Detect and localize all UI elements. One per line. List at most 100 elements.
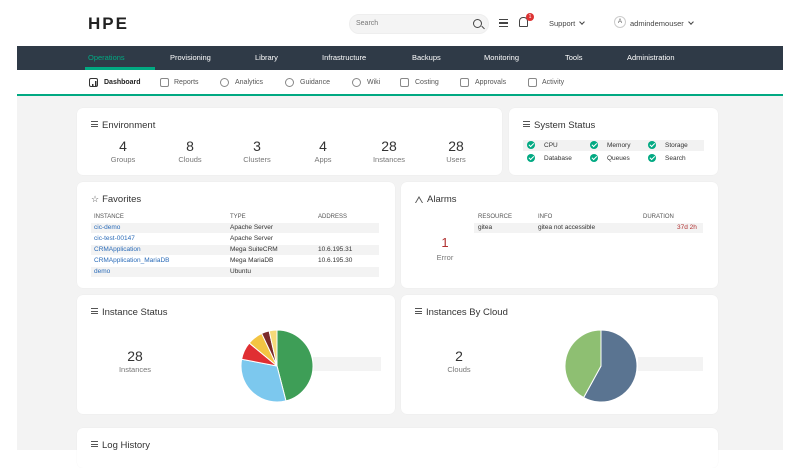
main-nav: Operations Provisioning Library Infrastr… — [17, 46, 783, 70]
bell-icon[interactable] — [519, 17, 528, 27]
subnav-approvals[interactable]: Approvals — [475, 79, 507, 86]
alarm-count[interactable]: 1 — [441, 235, 449, 250]
status-database: Database — [544, 155, 572, 162]
nav-monitoring[interactable]: Monitoring — [484, 53, 520, 62]
nav-tools[interactable]: Tools — [565, 53, 583, 62]
subnav-wiki[interactable]: Wiki — [367, 79, 381, 86]
stat-value: 28 — [448, 138, 464, 154]
instance-status-title: Instance Status — [91, 307, 167, 318]
table-row[interactable]: CRMApplication Mega SuiteCRM 10.6.195.31 — [91, 245, 379, 255]
alarm-count-label: Error — [436, 253, 454, 262]
alarms-card: Alarms 1 Error RESOURCE INFO DURATION gi… — [401, 182, 718, 288]
star-icon: ☆ — [91, 194, 100, 204]
check-icon — [590, 141, 598, 149]
stat-groups[interactable]: 4 Groups — [93, 138, 153, 164]
instances-by-cloud-pie[interactable] — [561, 326, 641, 406]
user-menu[interactable]: admindemouser — [630, 19, 694, 28]
list-icon[interactable] — [499, 19, 508, 27]
nav-administration[interactable]: Administration — [627, 53, 675, 62]
wiki-icon — [352, 78, 361, 87]
nav-backups[interactable]: Backups — [412, 53, 441, 62]
table-row[interactable]: cic-test-00147 Apache Server — [91, 234, 379, 244]
instance-link[interactable]: CRMApplication_MariaDB — [94, 257, 170, 264]
instance-address: 10.6.195.31 — [318, 246, 353, 253]
stat-clouds[interactable]: 8 Clouds — [160, 138, 220, 164]
search-input[interactable]: Search — [349, 14, 489, 34]
subnav-costing[interactable]: Costing — [415, 79, 439, 86]
stat-clusters[interactable]: 3 Clusters — [227, 138, 287, 164]
active-nav-indicator — [85, 67, 155, 70]
pie-slice-5[interactable] — [268, 329, 278, 367]
instance-total-label: Instances — [118, 365, 152, 374]
nav-operations[interactable]: Operations — [88, 53, 125, 62]
stat-value: 4 — [319, 138, 327, 154]
stat-value: 4 — [119, 138, 127, 154]
stat-apps[interactable]: 4 Apps — [293, 138, 353, 164]
check-icon — [527, 154, 535, 162]
subnav-reports[interactable]: Reports — [174, 79, 199, 86]
support-menu[interactable]: Support — [549, 19, 586, 28]
nav-library[interactable]: Library — [255, 53, 278, 62]
system-status-title: System Status — [523, 120, 595, 131]
instance-type: Mega SuiteCRM — [230, 246, 278, 253]
table-row[interactable]: demo Ubuntu — [91, 267, 379, 277]
environment-title: Environment — [91, 120, 155, 131]
subnav-activity[interactable]: Activity — [542, 79, 565, 86]
instance-status-title-text: Instance Status — [102, 307, 168, 318]
status-storage: Storage — [665, 142, 688, 149]
reports-icon — [160, 78, 169, 87]
chevron-down-icon — [687, 19, 694, 25]
alarm-duration: 37d 2h — [677, 224, 697, 231]
stat-instances[interactable]: 28 Instances — [359, 138, 419, 164]
stat-value: 28 — [381, 138, 397, 154]
pie-slice-1[interactable] — [240, 358, 287, 403]
status-cpu: CPU — [544, 142, 558, 149]
pie-slice-0[interactable] — [276, 329, 314, 402]
table-row[interactable]: cic-demo Apache Server — [91, 223, 379, 233]
pie-slice-0[interactable] — [582, 329, 638, 403]
table-row[interactable]: CRMApplication_MariaDB Mega MariaDB 10.6… — [91, 256, 379, 266]
instance-status-pie[interactable] — [237, 326, 317, 406]
instance-link[interactable]: demo — [94, 268, 111, 275]
stat-label: Clusters — [243, 155, 271, 164]
avatar[interactable]: A — [614, 16, 626, 28]
status-queues: Queues — [607, 155, 630, 162]
instance-link[interactable]: cic-demo — [94, 224, 121, 231]
col-header-address: ADDRESS — [318, 214, 348, 220]
nav-provisioning[interactable]: Provisioning — [170, 53, 211, 62]
check-icon — [527, 141, 535, 149]
hpe-logo[interactable]: HPE — [88, 14, 129, 34]
cloud-total: 2 — [455, 348, 463, 364]
subnav-dashboard[interactable]: Dashboard — [104, 79, 141, 86]
instance-type: Ubuntu — [230, 268, 251, 275]
search-icon[interactable] — [473, 19, 482, 28]
subnav-guidance[interactable]: Guidance — [300, 79, 330, 86]
guidance-icon — [285, 78, 294, 87]
support-label: Support — [549, 19, 576, 28]
table-row[interactable]: gitea gitea not accessible 37d 2h — [474, 223, 703, 233]
stat-users[interactable]: 28 Users — [426, 138, 486, 164]
col-header-instance: INSTANCE — [94, 214, 124, 220]
favorites-title: ☆ Favorites — [91, 194, 141, 205]
subnav-analytics[interactable]: Analytics — [235, 79, 264, 86]
stat-label: Users — [446, 155, 466, 164]
list-icon — [415, 308, 422, 314]
instance-total: 28 — [127, 348, 143, 364]
instances-by-cloud-title: Instances By Cloud — [415, 307, 508, 318]
nav-infrastructure[interactable]: Infrastructure — [322, 53, 367, 62]
stat-value: 8 — [186, 138, 194, 154]
list-icon — [91, 308, 98, 314]
col-header-type: TYPE — [230, 214, 246, 220]
legend-band — [638, 357, 703, 371]
status-memory: Memory — [607, 142, 631, 149]
instance-address: 10.6.195.30 — [318, 257, 353, 264]
col-header-resource: RESOURCE — [478, 214, 513, 220]
status-row-band — [523, 140, 704, 151]
instance-link[interactable]: CRMApplication — [94, 246, 141, 253]
pie-slice-1[interactable] — [564, 329, 602, 399]
instance-type: Apache Server — [230, 224, 273, 231]
top-bar: HPE Search 1 Support A admindemouser — [0, 0, 800, 46]
instance-link[interactable]: cic-test-00147 — [94, 235, 135, 242]
stat-label: Apps — [314, 155, 332, 164]
